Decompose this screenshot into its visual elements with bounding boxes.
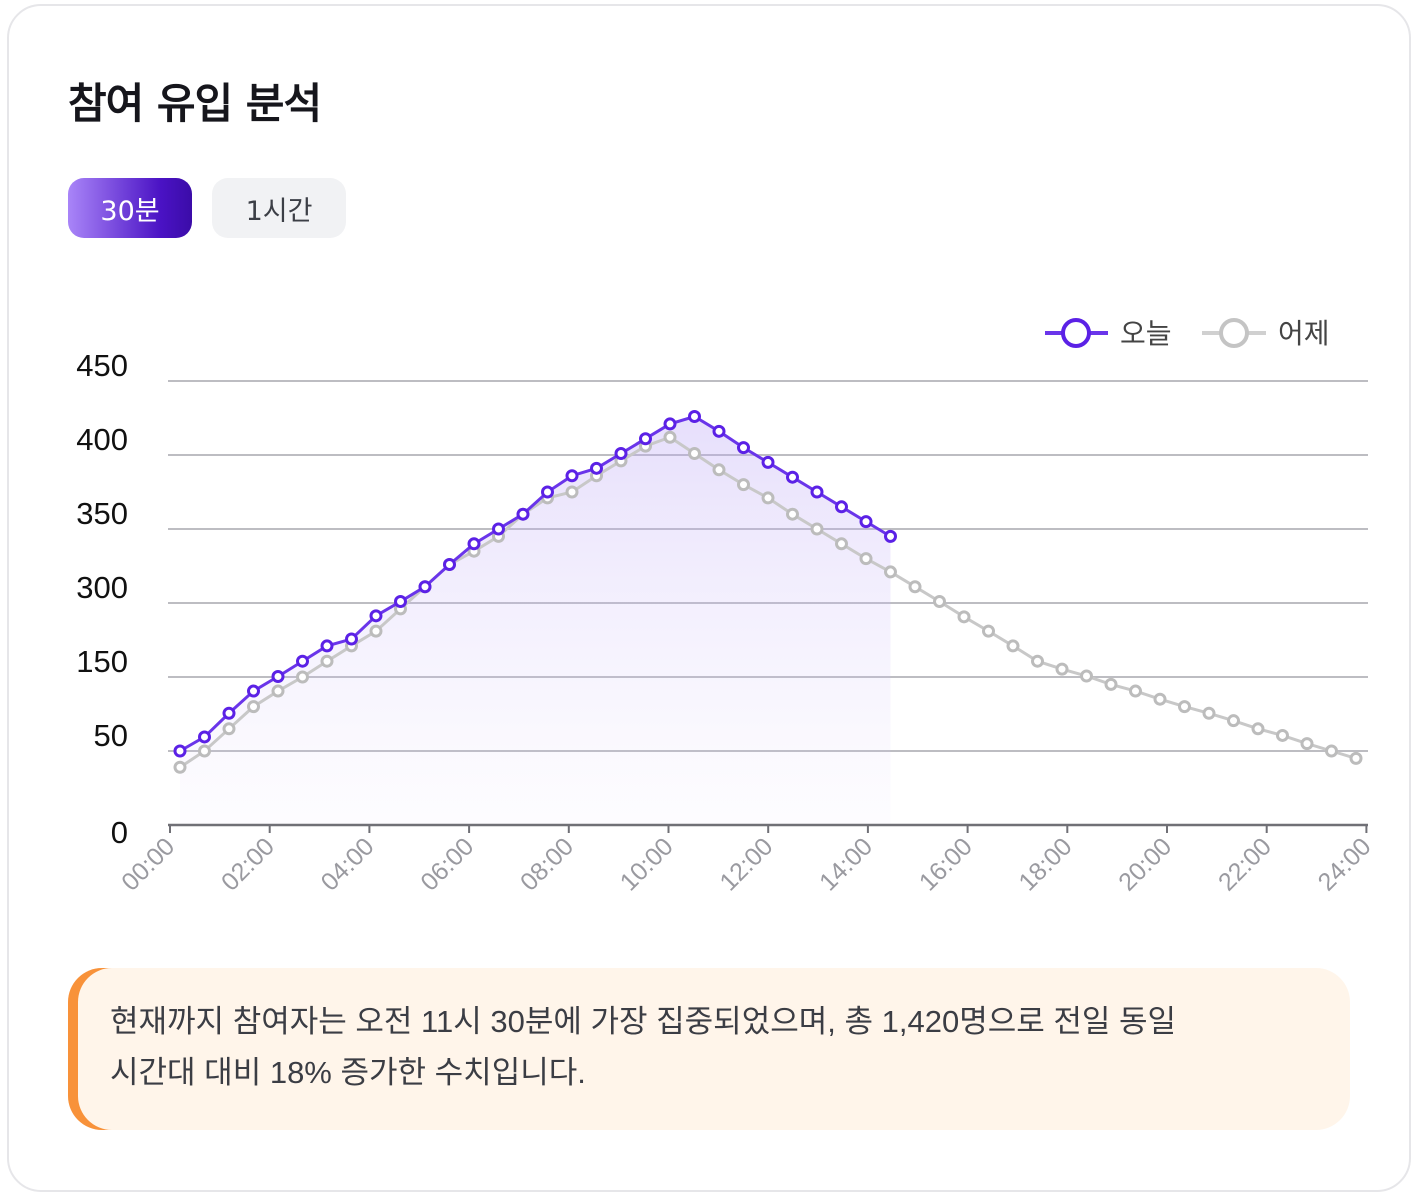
today-point xyxy=(516,507,530,521)
yesterday-point xyxy=(247,700,260,714)
y-tick-label: 0 xyxy=(111,815,128,850)
yesterday-point xyxy=(982,624,995,638)
yesterday-point xyxy=(1276,728,1289,742)
today-point xyxy=(786,470,799,484)
yesterday-point xyxy=(712,463,726,477)
today-point xyxy=(345,632,358,646)
y-tick-label: 300 xyxy=(76,570,128,605)
today-area xyxy=(180,416,891,825)
yesterday-point xyxy=(296,670,309,684)
x-tick-label: 24:00 xyxy=(1313,832,1377,896)
x-tick-label: 12:00 xyxy=(714,832,778,896)
insight-note: 현재까지 참여자는 오전 11시 30분에 가장 집중되었으며, 총 1,420… xyxy=(68,968,1350,1130)
today-point xyxy=(492,522,505,536)
today-point xyxy=(173,744,187,758)
legend-yesterday-label: 어제 xyxy=(1278,317,1330,350)
today-point xyxy=(394,595,407,609)
yesterday-point xyxy=(688,447,701,461)
x-tick-label: 02:00 xyxy=(216,832,280,896)
today-point xyxy=(639,432,652,446)
yesterday-point xyxy=(1227,714,1240,728)
yesterday-point xyxy=(908,580,922,594)
yesterday-point xyxy=(859,552,873,566)
today-point xyxy=(247,684,260,698)
yesterday-point xyxy=(1325,744,1338,758)
x-tick-label: 06:00 xyxy=(415,832,479,896)
yesterday-point xyxy=(173,760,187,774)
legend-today-label: 오늘 xyxy=(1120,317,1172,350)
today-point xyxy=(565,469,579,483)
yesterday-point xyxy=(271,684,285,698)
today-point xyxy=(222,706,236,720)
yesterday-point xyxy=(884,565,897,579)
today-point xyxy=(296,654,309,668)
today-point xyxy=(467,537,481,551)
yesterday-point xyxy=(663,430,677,444)
yesterday-point xyxy=(198,744,211,758)
x-tick-label: 08:00 xyxy=(515,832,579,896)
x-tick-label: 04:00 xyxy=(316,832,380,896)
note-line-1: 현재까지 참여자는 오전 11시 30분에 가장 집중되었으며, 총 1,420… xyxy=(110,1004,1177,1039)
today-point xyxy=(712,424,726,438)
today-point xyxy=(737,441,750,455)
page-title: 참여 유입 분석 xyxy=(68,79,322,128)
yesterday-point xyxy=(835,537,848,551)
yesterday-point xyxy=(1031,654,1044,668)
today-point xyxy=(614,447,628,461)
yesterday-point xyxy=(957,610,971,624)
legend-yesterday-marker xyxy=(1219,318,1249,348)
today-point xyxy=(369,609,383,623)
yesterday-point xyxy=(786,507,799,521)
today-point xyxy=(663,417,677,431)
yesterday-point xyxy=(761,491,775,505)
today-point xyxy=(761,455,775,469)
today-point xyxy=(835,500,848,514)
today-point xyxy=(418,580,432,594)
yesterday-point xyxy=(222,722,236,736)
legend-today-marker xyxy=(1061,318,1091,348)
yesterday-point xyxy=(1300,737,1314,751)
yesterday-point xyxy=(810,522,824,536)
y-tick-label: 400 xyxy=(76,422,128,457)
x-tick-label: 14:00 xyxy=(814,832,878,896)
yesterday-point xyxy=(1006,639,1020,653)
yesterday-point xyxy=(1178,700,1191,714)
x-tick-label: 22:00 xyxy=(1213,832,1277,896)
yesterday-point xyxy=(1153,692,1167,706)
yesterday-point xyxy=(320,654,334,668)
note-line-2: 시간대 대비 18% 증가한 수치입니다. xyxy=(110,1055,586,1090)
today-point xyxy=(884,529,897,543)
yesterday-point xyxy=(1251,722,1265,736)
y-tick-label: 450 xyxy=(76,348,128,383)
today-point xyxy=(590,461,603,475)
x-tick-label: 16:00 xyxy=(914,832,978,896)
tab-30min[interactable]: 30분 xyxy=(68,178,192,238)
today-point xyxy=(271,670,285,684)
y-tick-label: 150 xyxy=(76,644,128,679)
today-point xyxy=(859,515,873,529)
today-point xyxy=(810,485,824,499)
yesterday-point xyxy=(1055,662,1069,676)
today-point xyxy=(320,639,334,653)
today-point xyxy=(443,558,456,572)
today-point xyxy=(541,485,554,499)
today-point xyxy=(198,730,211,744)
y-tick-label: 50 xyxy=(94,718,128,753)
yesterday-point xyxy=(1129,684,1142,698)
yesterday-point xyxy=(369,624,383,638)
tab-1hour[interactable]: 1시간 xyxy=(212,178,346,238)
yesterday-point xyxy=(565,485,579,499)
y-tick-label: 350 xyxy=(76,496,128,531)
yesterday-point xyxy=(933,595,946,609)
x-tick-label: 18:00 xyxy=(1014,832,1078,896)
yesterday-point xyxy=(1080,669,1093,683)
x-tick-label: 10:00 xyxy=(615,832,679,896)
yesterday-point xyxy=(1202,706,1216,720)
yesterday-point xyxy=(737,478,750,492)
today-point xyxy=(688,410,701,424)
yesterday-point xyxy=(1349,751,1363,765)
yesterday-point xyxy=(1104,677,1118,691)
x-tick-label: 20:00 xyxy=(1113,832,1177,896)
